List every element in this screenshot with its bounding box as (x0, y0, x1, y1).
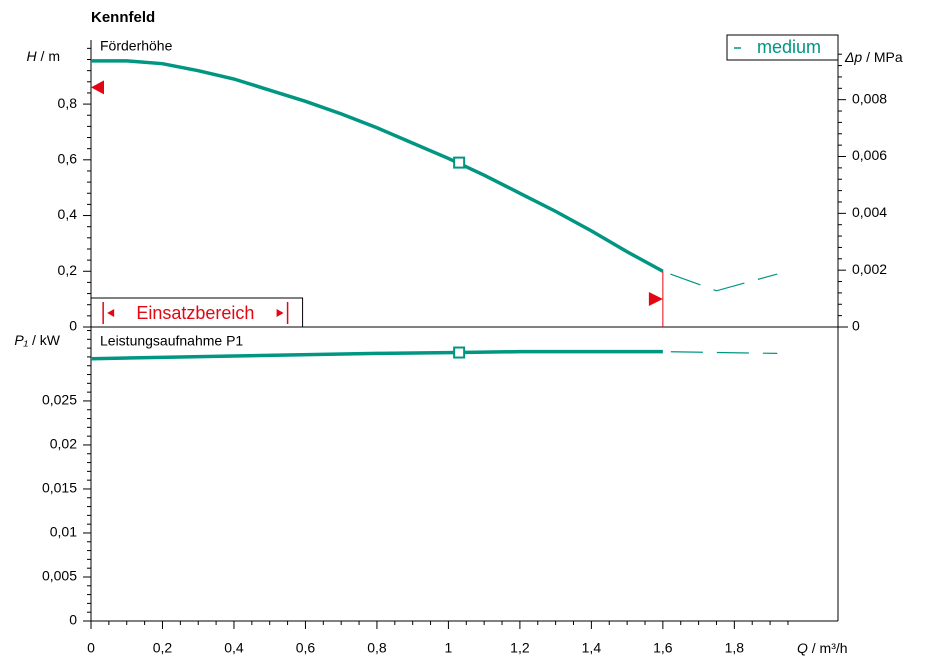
x-tick-label: 0,6 (296, 640, 316, 656)
x-tick-label: 1,6 (653, 640, 673, 656)
operating-point (453, 346, 466, 359)
x-tick-label: 0,4 (224, 640, 244, 656)
range-box (90, 297, 304, 328)
axis-unit: / kW (32, 332, 61, 348)
y-tick-label: 0,005 (42, 568, 77, 584)
y2-tick-label: 0,006 (852, 147, 887, 163)
axis-symbol: Δp (844, 49, 862, 65)
y2-tick-label: 0 (852, 318, 860, 334)
panel-label: Förderhöhe (100, 38, 173, 54)
y-tick-label: 0,01 (50, 524, 77, 540)
y-tick-label: 0,4 (58, 206, 78, 222)
axis-label: Q / m³/h (797, 640, 848, 656)
y-tick-label: 0 (69, 318, 77, 334)
range-arrow (276, 309, 284, 317)
chart-title: Kennfeld (91, 9, 155, 26)
curve-extension (662, 351, 778, 355)
axis-label: Δp / MPa (844, 49, 903, 65)
operating-point (453, 156, 466, 169)
axis-symbol: P₁ (14, 332, 28, 348)
x-tick-label: 0,2 (153, 640, 173, 656)
limit-marker (91, 80, 104, 95)
axis-unit: / MPa (866, 49, 903, 65)
y-tick-label: 0 (69, 612, 77, 628)
y-tick-label: 0,015 (42, 480, 77, 496)
curve (90, 349, 663, 361)
x-tick-label: 1,8 (725, 640, 745, 656)
x-tick-label: 0,8 (367, 640, 387, 656)
y2-tick-label: 0,004 (852, 204, 887, 220)
y-tick-label: 0,2 (58, 262, 78, 278)
y-tick-label: 0,6 (58, 151, 78, 167)
curve-extension (662, 270, 778, 292)
legend-box (726, 34, 839, 61)
range-label: Einsatzbereich (136, 303, 254, 323)
axis-unit: / m (41, 48, 60, 64)
y-tick-label: 0,8 (58, 95, 78, 111)
limit-marker (648, 292, 663, 306)
legend-label: medium (757, 37, 821, 57)
range-arrow (107, 309, 115, 317)
y-tick-label: 0,025 (42, 392, 77, 408)
axis-symbol: Q (797, 640, 808, 656)
x-tick-label: 1,4 (582, 640, 602, 656)
x-tick-label: 1 (445, 640, 453, 656)
panel-label: Leistungsaufnahme P1 (100, 333, 243, 349)
axis-unit: / m³/h (812, 640, 848, 656)
x-tick-label: 1,2 (510, 640, 530, 656)
axis-label: P₁ / kW (14, 332, 60, 348)
axis-label: H / m (27, 48, 60, 64)
y2-tick-label: 0,008 (852, 90, 887, 106)
x-tick-label: 0 (87, 640, 95, 656)
axis-symbol: H (27, 48, 38, 64)
y2-tick-label: 0,002 (852, 261, 887, 277)
curve (91, 59, 664, 273)
y-tick-label: 0,02 (50, 436, 77, 452)
